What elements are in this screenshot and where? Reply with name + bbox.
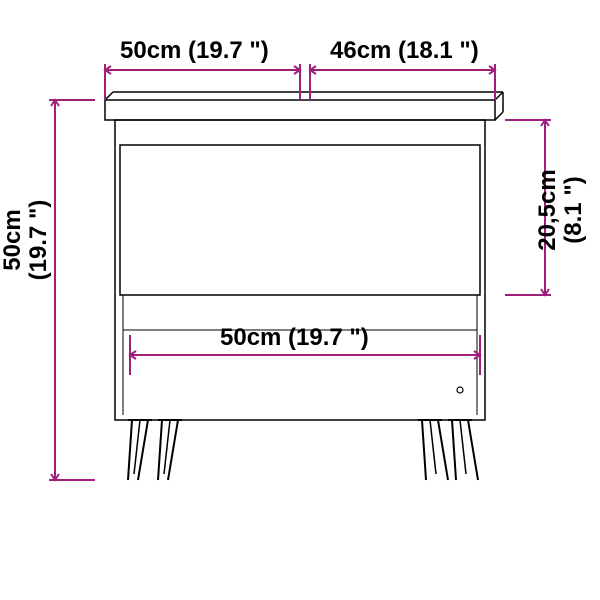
leg (418, 420, 448, 480)
dim-drawer-height-label2: (8.1 ") (560, 176, 587, 243)
dim-inner-width-label: 50cm (19.7 ") (220, 324, 369, 351)
dim-height-label: 50cm (0, 209, 26, 270)
body (115, 120, 485, 420)
leg (448, 420, 478, 480)
leg (158, 420, 182, 480)
leg (128, 420, 152, 480)
dim-top-width-label: 50cm (19.7 ") (120, 37, 269, 64)
dim-drawer-height-label: 20,5cm (534, 169, 561, 250)
drawer (120, 145, 480, 295)
dimension-diagram: 50cm (19.7 ") 46cm (18.1 ") 50cm(19.7 ") 20… (0, 0, 600, 600)
dim-height-label2: (19.7 ") (25, 200, 52, 281)
dim-top-depth-label: 46cm (18.1 ") (330, 37, 479, 64)
cable-hole (457, 387, 463, 393)
top-plate-front (105, 100, 495, 120)
